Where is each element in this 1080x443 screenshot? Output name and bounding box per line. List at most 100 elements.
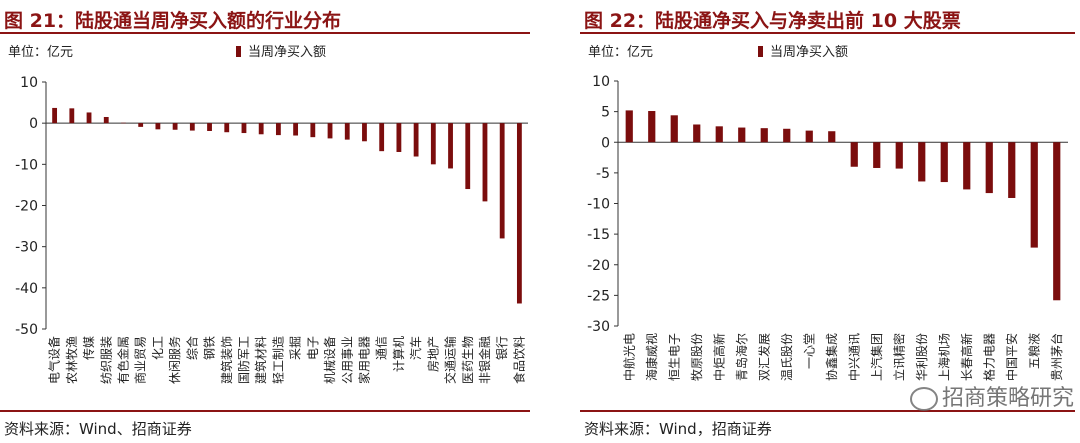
left-unit-label: 单位：亿元: [8, 45, 73, 60]
left-y-tick-label: -50: [15, 322, 38, 338]
left-category-label: 医药生物: [461, 336, 475, 384]
left-bar: [103, 116, 109, 124]
right-chart-title: 图 22：陆股通净买入与净卖出前 10 大股票: [584, 10, 961, 32]
left-category-label: 商业贸易: [133, 336, 148, 384]
right-category-label: 上汽集团: [869, 333, 884, 381]
right-bar: [670, 115, 678, 143]
left-bar: [275, 123, 281, 136]
right-category-label: 华利股份: [915, 333, 929, 381]
right-category-label: 牧原股份: [690, 333, 704, 381]
left-bar: [293, 123, 299, 136]
watermark: 招商策略研究: [909, 380, 1074, 412]
right-category-label: 格力电器: [981, 333, 996, 381]
left-legend-swatch: [236, 46, 241, 57]
right-category-label: 恒生电子: [667, 333, 681, 381]
left-source-rule: [0, 410, 530, 412]
left-bar: [448, 123, 453, 169]
left-bar: [516, 123, 522, 304]
left-bar: [172, 123, 178, 130]
left-bar: [379, 123, 385, 152]
right-bar: [985, 142, 993, 194]
left-category-label: 房地产: [425, 336, 440, 372]
left-category-label: 银行: [495, 336, 509, 360]
right-bar: [738, 127, 746, 143]
left-category-label: 食品饮料: [511, 336, 526, 384]
left-bar: [258, 123, 264, 135]
left-bar: [413, 123, 419, 157]
left-y-tick-label: 10: [20, 75, 38, 91]
left-chart-panel: 图 21：陆股通当周净买入额的行业分布 单位：亿元 当周净买入额 10 0 -10 -20…: [0, 10, 530, 438]
right-category-label: 五粮液: [1026, 333, 1041, 369]
right-category-label: 长春高新: [959, 333, 974, 381]
left-bar: [465, 123, 471, 190]
right-category-label: 协鑫集成: [824, 333, 839, 381]
left-category-label: 电子: [306, 336, 320, 360]
right-bar: [760, 128, 768, 143]
right-y-tick-label: -30: [587, 319, 610, 335]
left-bar: [52, 107, 58, 124]
left-category-label: 汽车: [408, 336, 423, 360]
right-y-tick-label: -20: [587, 258, 610, 274]
right-category-label: 中兴通讯: [846, 333, 861, 381]
right-category-label: 双汇发展: [756, 333, 771, 381]
left-category-label: 家用电器: [356, 336, 371, 384]
left-category-label: 钢铁: [203, 336, 217, 360]
right-bar: [1030, 142, 1038, 248]
right-bar: [940, 142, 948, 183]
right-unit-label: 单位：亿元: [588, 45, 653, 60]
left-source-note: 资料来源：Wind、招商证券: [4, 420, 192, 438]
right-y-tick-label: -15: [587, 227, 610, 243]
right-category-label: 中航光电: [621, 333, 636, 381]
left-category-label: 纺织服装: [99, 336, 113, 384]
left-bar: [241, 123, 247, 134]
left-bar: [138, 123, 144, 127]
right-bar: [1053, 142, 1061, 301]
right-legend-label: 当周净买入额: [770, 45, 848, 60]
left-category-label: 非银金融: [477, 336, 492, 384]
left-bar: [207, 123, 212, 131]
right-legend-swatch: [758, 46, 763, 57]
left-bar: [430, 123, 436, 165]
left-bar: [86, 112, 92, 124]
watermark-text: 招商策略研究: [941, 386, 1074, 411]
left-bar: [499, 123, 505, 239]
right-bar: [805, 130, 813, 143]
right-title-rule: [580, 32, 1075, 34]
right-y-tick-label: -5: [596, 166, 610, 182]
left-y-tick-label: -30: [15, 240, 38, 256]
left-y-tick-label: -40: [15, 281, 38, 297]
right-bar: [1008, 142, 1016, 198]
left-bar: [155, 123, 161, 130]
left-chart-title: 图 21：陆股通当周净买入额的行业分布: [4, 10, 342, 32]
right-category-label: 中国平安: [1004, 333, 1019, 381]
right-bar: [850, 142, 858, 167]
right-category-label: 上海机场: [936, 333, 951, 381]
left-category-label: 轻工制造: [271, 336, 285, 384]
left-category-label: 综合: [184, 336, 199, 360]
left-y-tick-label: -20: [15, 199, 38, 215]
left-bar: [121, 122, 126, 124]
right-category-label: 青岛海尔: [734, 333, 749, 381]
right-bar: [783, 128, 791, 143]
left-bar-chart: 单位：亿元 当周净买入额 10 0 -10 -20 -30 -40 -50 电气设备 农林牧渔 传媒纺…: [8, 45, 528, 384]
left-category-label: 建筑材料: [253, 336, 268, 384]
left-category-label: 计算机: [391, 336, 406, 372]
left-category-label: 有色金属: [115, 336, 130, 384]
left-category-label: 交通运输: [443, 336, 458, 384]
right-bar: [625, 110, 633, 143]
left-bar: [224, 123, 230, 133]
wechat-logo-icon: [909, 387, 938, 411]
left-category-label: 采掘: [288, 336, 303, 360]
left-category-label: 传媒: [81, 336, 96, 360]
left-y-tick-label: 0: [29, 116, 38, 132]
right-category-label: 一心堂: [802, 333, 816, 369]
left-bar: [69, 108, 75, 124]
right-category-label: 贵州茅台: [1049, 333, 1064, 381]
left-bar: [344, 123, 350, 140]
right-y-tick-label: -10: [587, 197, 610, 213]
left-category-label: 国防军工: [236, 336, 251, 384]
right-source-rule: [580, 410, 1075, 412]
right-bar-chart: 单位：亿元 当周净买入额 10 5 0 -5 -10 -15 -20 -25 -30 中航光电 海康威视…: [587, 45, 1068, 381]
right-category-label: 中炬高新: [711, 333, 726, 381]
left-y-tick-label: -10: [15, 157, 38, 173]
